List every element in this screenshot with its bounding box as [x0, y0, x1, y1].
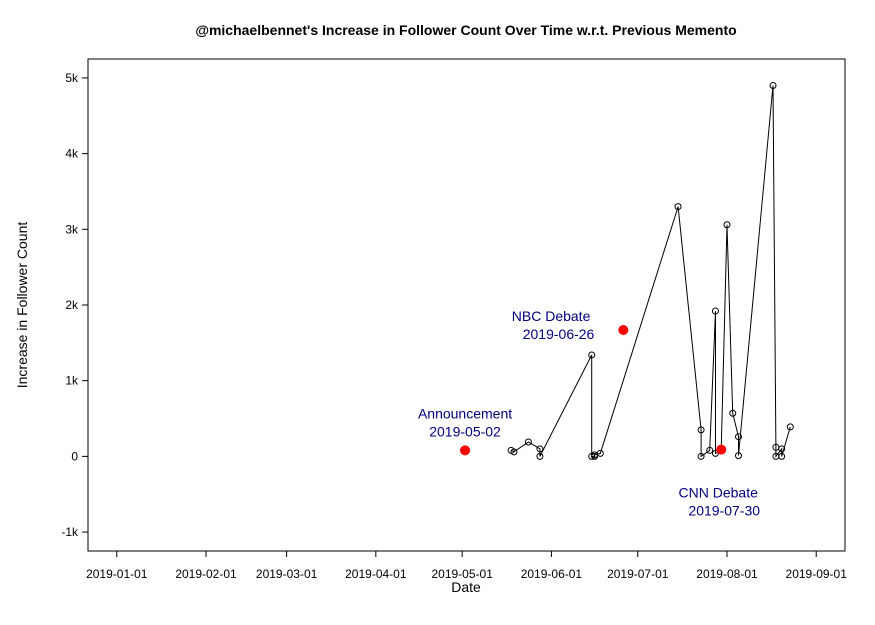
x-tick-label: 2019-06-01 — [521, 567, 583, 581]
y-tick-label: 3k — [65, 222, 79, 236]
event-label-date: 2019-06-26 — [523, 326, 595, 342]
plot-frame — [87, 58, 846, 552]
data-point — [729, 409, 737, 417]
x-tick-label: 2019-01-01 — [86, 567, 148, 581]
y-tick-label: 2k — [65, 298, 79, 312]
x-tick-label: 2019-04-01 — [345, 567, 407, 581]
event-label-date: 2019-07-30 — [688, 503, 760, 519]
data-point — [510, 448, 518, 456]
x-tick-label: 2019-05-01 — [431, 567, 493, 581]
data-point — [735, 452, 743, 460]
data-point — [596, 449, 604, 457]
series-line — [510, 85, 791, 458]
y-axis-label: Increase in Follower Count — [14, 222, 30, 389]
data-point — [697, 426, 705, 434]
data-point — [536, 445, 544, 453]
x-axis: 2019-01-01 2019-02-01 2019-03-01 2019-04-01… — [86, 550, 848, 581]
data-point — [778, 445, 786, 453]
data-point — [769, 81, 777, 89]
data-point — [735, 433, 743, 441]
x-tick-label: 2019-03-01 — [256, 567, 318, 581]
data-point — [778, 452, 786, 460]
y-axis: -1k 0 1k 2k 3k 4k 5k — [61, 71, 89, 539]
series-layer — [507, 81, 794, 460]
y-tick-label: 0 — [71, 449, 78, 463]
y-tick-label: -1k — [61, 525, 79, 539]
event-label-name: CNN Debate — [679, 485, 759, 501]
event-marker — [460, 445, 471, 456]
chart-title: @michaelbennet's Increase in Follower Co… — [195, 22, 736, 38]
data-point — [786, 423, 794, 431]
event-label-name: NBC Debate — [512, 308, 591, 324]
y-tick-label: 1k — [65, 374, 79, 388]
data-point — [524, 438, 532, 446]
data-point — [723, 221, 731, 229]
y-tick-label: 4k — [65, 147, 79, 161]
data-point — [588, 351, 596, 359]
data-point — [711, 307, 719, 315]
x-tick-label: 2019-02-01 — [175, 567, 237, 581]
data-point — [697, 452, 705, 460]
x-axis-label: Date — [451, 579, 481, 595]
y-tick-label: 5k — [65, 71, 79, 85]
data-point — [536, 452, 544, 460]
x-tick-label: 2019-09-01 — [786, 567, 848, 581]
event-marker — [618, 324, 629, 335]
data-point — [706, 446, 714, 454]
data-point — [674, 203, 682, 211]
event-label-date: 2019-05-02 — [429, 423, 501, 439]
event-label-name: Announcement — [418, 405, 512, 421]
event-marker — [716, 444, 727, 455]
event-layer: Announcement 2019-05-02 NBC Debate 2019-06-… — [418, 308, 760, 519]
x-tick-label: 2019-08-01 — [696, 567, 758, 581]
x-tick-label: 2019-07-01 — [607, 567, 669, 581]
